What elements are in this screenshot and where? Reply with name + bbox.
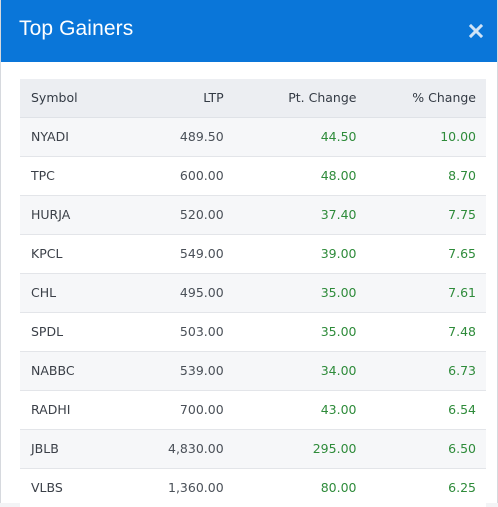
ltp-cell: 700.00 — [143, 389, 224, 429]
table-row[interactable]: RADHI 700.00 43.00 6.54 — [20, 389, 486, 429]
gainers-table-container: Symbol LTP Pt. Change % Change NYADI 489.… — [20, 79, 486, 507]
pt-change-cell: 35.00 — [223, 272, 361, 312]
table-row[interactable]: NYADI 489.50 44.50 10.00 — [20, 116, 486, 156]
symbol-cell[interactable]: JBLB — [20, 428, 144, 468]
header-pt-change[interactable]: Pt. Change — [223, 79, 361, 118]
pt-change-cell: 37.40 — [223, 194, 361, 234]
pct-change-cell: 7.75 — [360, 194, 486, 234]
pct-change-cell: 6.50 — [360, 428, 486, 468]
table-row[interactable]: CHL 495.00 35.00 7.61 — [20, 272, 486, 312]
pct-change-cell: 7.65 — [360, 233, 486, 273]
table-header-row: Symbol LTP Pt. Change % Change — [20, 79, 486, 118]
ltp-cell: 503.00 — [143, 311, 224, 351]
header-symbol[interactable]: Symbol — [20, 79, 144, 118]
pt-change-cell: 80.00 — [223, 467, 361, 507]
close-x-icon — [469, 24, 483, 38]
symbol-cell[interactable]: NYADI — [20, 116, 144, 156]
pt-change-cell: 34.00 — [223, 350, 361, 390]
header-ltp[interactable]: LTP — [143, 79, 224, 118]
pct-change-cell: 10.00 — [360, 116, 486, 156]
table-row[interactable]: SPDL 503.00 35.00 7.48 — [20, 311, 486, 351]
pt-change-cell: 295.00 — [223, 428, 361, 468]
symbol-cell[interactable]: VLBS — [20, 467, 144, 507]
ltp-cell: 1,360.00 — [143, 467, 224, 507]
pct-change-cell: 6.25 — [360, 467, 486, 507]
ltp-cell: 489.50 — [143, 116, 224, 156]
symbol-cell[interactable]: NABBC — [20, 350, 144, 390]
symbol-cell[interactable]: KPCL — [20, 233, 144, 273]
pt-change-cell: 48.00 — [223, 155, 361, 195]
close-button[interactable] — [465, 18, 487, 44]
pt-change-cell: 43.00 — [223, 389, 361, 429]
pct-change-cell: 7.61 — [360, 272, 486, 312]
pt-change-cell: 39.00 — [223, 233, 361, 273]
ltp-cell: 549.00 — [143, 233, 224, 273]
ltp-cell: 539.00 — [143, 350, 224, 390]
table-row[interactable]: JBLB 4,830.00 295.00 6.50 — [20, 428, 486, 468]
table-row[interactable]: HURJA 520.00 37.40 7.75 — [20, 194, 486, 234]
ltp-cell: 495.00 — [143, 272, 224, 312]
table-row[interactable]: KPCL 549.00 39.00 7.65 — [20, 233, 486, 273]
symbol-cell[interactable]: HURJA — [20, 194, 144, 234]
symbol-cell[interactable]: RADHI — [20, 389, 144, 429]
table-body: NYADI 489.50 44.50 10.00 TPC 600.00 48.00 8.70 H… — [20, 116, 486, 507]
ltp-cell: 520.00 — [143, 194, 224, 234]
modal-header: Top Gainers — [1, 0, 497, 62]
table-row[interactable]: TPC 600.00 48.00 8.70 — [20, 155, 486, 195]
pt-change-cell: 35.00 — [223, 311, 361, 351]
pct-change-cell: 6.73 — [360, 350, 486, 390]
symbol-cell[interactable]: CHL — [20, 272, 144, 312]
modal-title: Top Gainers — [19, 17, 134, 40]
pct-change-cell: 6.54 — [360, 389, 486, 429]
gainers-table: Symbol LTP Pt. Change % Change NYADI 489.… — [20, 79, 486, 507]
symbol-cell[interactable]: SPDL — [20, 311, 144, 351]
table-row[interactable]: VLBS 1,360.00 80.00 6.25 — [20, 467, 486, 507]
pt-change-cell: 44.50 — [223, 116, 361, 156]
pct-change-cell: 7.48 — [360, 311, 486, 351]
pct-change-cell: 8.70 — [360, 155, 486, 195]
ltp-cell: 600.00 — [143, 155, 224, 195]
table-row[interactable]: NABBC 539.00 34.00 6.73 — [20, 350, 486, 390]
ltp-cell: 4,830.00 — [143, 428, 224, 468]
symbol-cell[interactable]: TPC — [20, 155, 144, 195]
header-pct-change[interactable]: % Change — [360, 79, 486, 118]
